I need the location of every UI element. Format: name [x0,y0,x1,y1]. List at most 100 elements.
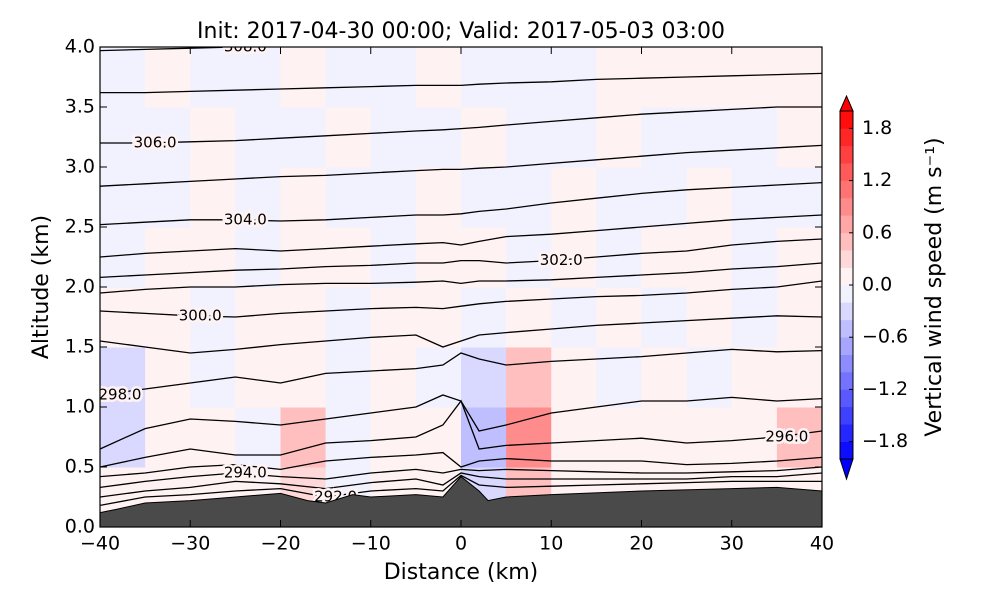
w-cell [190,407,236,468]
w-cell [686,407,733,468]
y-tick-label: 3.5 [65,96,95,118]
w-cell [686,167,733,228]
y-tick-label: 3.0 [65,156,95,178]
w-cell [776,347,822,408]
colorbar-band [840,215,853,234]
w-cell [100,167,146,228]
w-cell [641,347,688,408]
colorbar-band [840,285,853,303]
w-cell [415,407,462,468]
w-cell [190,107,236,168]
w-cell [100,107,146,168]
w-cell [596,407,642,468]
w-cell [370,107,417,168]
colorbar-band [840,389,853,408]
colorbar-band [840,198,853,216]
w-cell [506,347,552,408]
y-tick-label: 0.0 [65,516,95,538]
w-cell [190,347,236,408]
colorbar-band [840,441,853,460]
contour-label: 306.0 [134,134,177,152]
contour-label: 304.0 [224,210,267,228]
w-cell [145,167,191,228]
colorbar-band [840,319,853,338]
w-cell [235,227,281,288]
w-cell [280,167,327,228]
w-cell [370,287,417,348]
w-cell [641,107,688,168]
colorbar-tick-label: −1.2 [862,378,908,400]
w-cell [280,347,327,408]
w-cell [415,107,462,168]
w-cell [551,407,597,468]
colorbar-tick-label: 0.6 [862,221,892,243]
colorbar-band [840,111,853,129]
w-cell [731,47,778,108]
w-cell [370,167,417,228]
contour-label: 294.0 [224,464,267,482]
w-cell [506,287,552,348]
w-cell [235,407,281,468]
terrain [100,475,822,527]
w-cell [100,347,146,408]
axes: −40 −30 −20 −10 0 10 20 30 400.00.51.01.52.02.53… [65,36,908,555]
isentrope [100,280,822,318]
isentrope [100,144,822,187]
colorbar-band [840,372,853,390]
w-cell [551,47,597,108]
w-cell [776,227,822,288]
w-cell [280,407,327,468]
colorbar-extend [839,458,854,481]
y-tick-label: 4.0 [65,36,95,58]
w-cell [596,47,642,108]
w-cell [145,347,191,408]
isentrope [100,181,822,226]
w-cell [686,107,733,168]
isentrope [100,72,822,94]
contour-label: 308.0 [224,38,267,56]
colorbar-tick-label: 1.8 [862,117,892,139]
colorbar-band [840,406,853,425]
contour-label: 300.0 [179,306,222,324]
plot-area: 308.0 306.0 304.0 302.0 300.0 298.0 296.0 294.0… [99,38,822,527]
x-tick-label: 10 [539,533,563,555]
w-cell [370,347,417,408]
w-cell [596,227,642,288]
w-cell [461,407,507,468]
w-cell [325,47,372,108]
colorbar-tick-label: −0.6 [862,326,908,348]
w-cell [325,347,372,408]
w-cell [506,407,552,468]
x-tick-label: 40 [810,533,834,555]
x-tick-label: −40 [80,533,120,555]
isentrope [100,466,822,489]
isentrope [100,214,822,258]
w-cell [596,287,642,348]
isentrope [100,348,822,396]
w-cell [686,227,733,288]
colorbar-tick-label: 1.2 [862,169,892,191]
colorbar-band [840,163,853,181]
w-cell [731,227,778,288]
contour-label: 296.0 [765,428,808,446]
w-cell [506,227,552,288]
w-cell [325,227,372,288]
w-cell [325,107,372,168]
w-cell [100,227,146,288]
colorbar-band [840,337,853,355]
w-cell [461,227,507,288]
w-cell [235,347,281,408]
x-tick-label: 30 [720,533,744,555]
colorbar-band [840,145,853,164]
w-cell [551,167,597,228]
x-tick-label: 0 [455,533,467,555]
chart-title: Init: 2017-04-30 00:00; Valid: 2017-05-0… [197,19,725,44]
contour-label: 298.0 [99,386,142,404]
w-cell [415,287,462,348]
w-cell [100,287,146,348]
w-cell [461,47,507,108]
w-cell [461,107,507,168]
w-cell [776,47,822,108]
w-cell [145,287,191,348]
